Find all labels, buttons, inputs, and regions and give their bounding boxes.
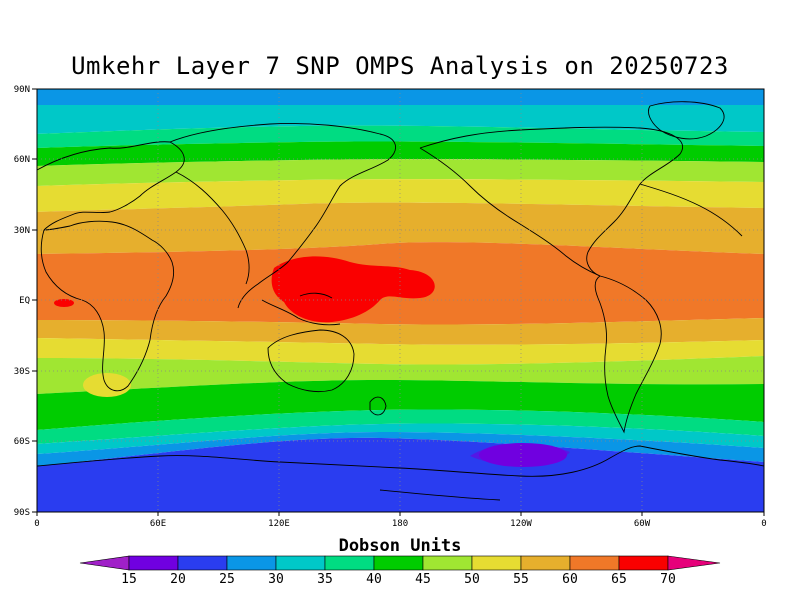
band-45-50-south (37, 380, 764, 430)
colorbar-tick-label: 35 (317, 572, 333, 587)
colorbar-tick-label: 65 (611, 572, 627, 587)
band-50-55 (37, 159, 764, 186)
lon-tick-180: 180 (392, 519, 408, 529)
colorbar-tick-label: 15 (121, 572, 137, 587)
colorbar-tick-label: 50 (464, 572, 480, 587)
lon-tick-labels: 0 60E 120E 180 120W 60W 0 (34, 519, 766, 529)
colorbar-segment (275, 555, 326, 571)
colorbar-tick-label: 30 (268, 572, 284, 587)
colorbar-segment (520, 555, 571, 571)
colorbar-segment (422, 555, 473, 571)
map-title: Umkehr Layer 7 SNP OMPS Analysis on 2025… (71, 52, 729, 80)
band-30-35 (37, 89, 764, 105)
high-ozone-region-west-pacific (271, 256, 435, 323)
colorbar-segment (226, 555, 277, 571)
colorbar-tick-label: 45 (415, 572, 431, 587)
band-55-60 (37, 179, 764, 212)
lat-tick-60n: 60N (14, 155, 30, 165)
high-ozone-region-atlantic (54, 299, 74, 307)
colorbar-segment (373, 555, 424, 571)
lat-tick-60s: 60S (14, 437, 30, 447)
colorbar-segment (324, 555, 375, 571)
colorbar-tick-labels: 15 20 25 30 35 40 45 50 55 60 65 70 (121, 572, 676, 587)
band-30-35-south (37, 432, 764, 466)
lat-tick-30n: 30N (14, 226, 30, 236)
contour-field (37, 89, 764, 512)
band-60-65-south (37, 318, 764, 345)
colorbar-arrow-low (79, 555, 130, 571)
colorbar-tick-label: 25 (219, 572, 235, 587)
colorbar-tick-label: 60 (562, 572, 578, 587)
band-35-40-south (37, 423, 764, 454)
graticule (37, 89, 764, 512)
colorbar-segment (128, 555, 179, 571)
coastlines (37, 101, 764, 501)
band-55-60-south (37, 338, 764, 365)
lon-tick-0: 0 (34, 519, 39, 529)
colorbar-label: Dobson Units (338, 536, 462, 556)
colorbar-tick-label: 55 (513, 572, 529, 587)
colorbar-segment (618, 555, 669, 571)
band-40-45-south (37, 409, 764, 444)
colorbar-segment (177, 555, 228, 571)
band-60-65-north (37, 202, 764, 254)
lon-tick-60w: 60W (634, 519, 651, 529)
lon-tick-60e: 60E (150, 519, 166, 529)
lat-tick-90s: 90S (14, 508, 30, 518)
low-ozone-extension (470, 444, 570, 466)
lon-tick-120w: 120W (510, 519, 532, 529)
colorbar (79, 555, 721, 571)
colorbar-arrow-high (667, 555, 721, 571)
band-45-50 (37, 141, 764, 166)
tick-marks (32, 88, 765, 516)
lon-tick-120e: 120E (268, 519, 290, 529)
band-50-55-south (37, 356, 764, 394)
colorbar-tick-label: 70 (660, 572, 676, 587)
band-40-45 (37, 125, 764, 148)
band-35-40 (37, 105, 764, 134)
lat-tick-90n: 90N (14, 85, 30, 95)
lon-tick-0-end: 0 (761, 519, 766, 529)
colorbar-tick-label: 20 (170, 572, 186, 587)
colorbar-tick-label: 40 (366, 572, 382, 587)
colorbar-segment (471, 555, 522, 571)
local-high-south-africa (83, 373, 131, 397)
colorbar-segment (569, 555, 620, 571)
lat-tick-eq: EQ (19, 296, 30, 306)
band-20-25-south (37, 437, 764, 512)
lat-tick-30s: 30S (14, 367, 30, 377)
lat-tick-labels: 90N 60N 30N EQ 30S 60S 90S (14, 85, 30, 518)
